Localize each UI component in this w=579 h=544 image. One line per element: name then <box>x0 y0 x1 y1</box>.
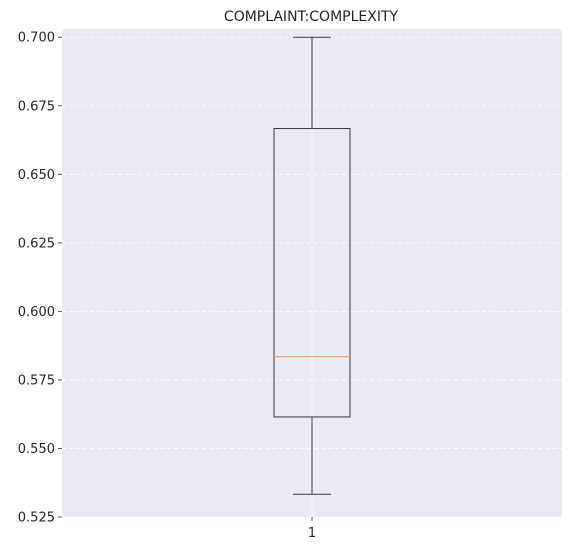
y-tick-label: 0.600 <box>18 305 55 320</box>
y-tick-label: 0.675 <box>18 99 55 114</box>
y-tick-label: 0.550 <box>18 442 55 457</box>
y-tick-label: 0.650 <box>18 168 55 183</box>
y-tick-label: 0.575 <box>18 373 55 388</box>
y-axis-ticks: 0.525 0.550 0.575 0.600 0.625 0.650 0.675 0.700 <box>18 31 62 526</box>
x-axis-ticks: 1 <box>308 517 316 541</box>
iqr-box <box>273 128 351 418</box>
chart-title: COMPLAINT:COMPLEXITY <box>224 9 399 25</box>
boxplot-series <box>273 36 351 495</box>
y-tick-label: 0.525 <box>18 511 55 526</box>
y-tick-label: 0.700 <box>18 31 55 46</box>
x-tick-label: 1 <box>308 526 316 541</box>
y-tick-label: 0.625 <box>18 236 55 251</box>
